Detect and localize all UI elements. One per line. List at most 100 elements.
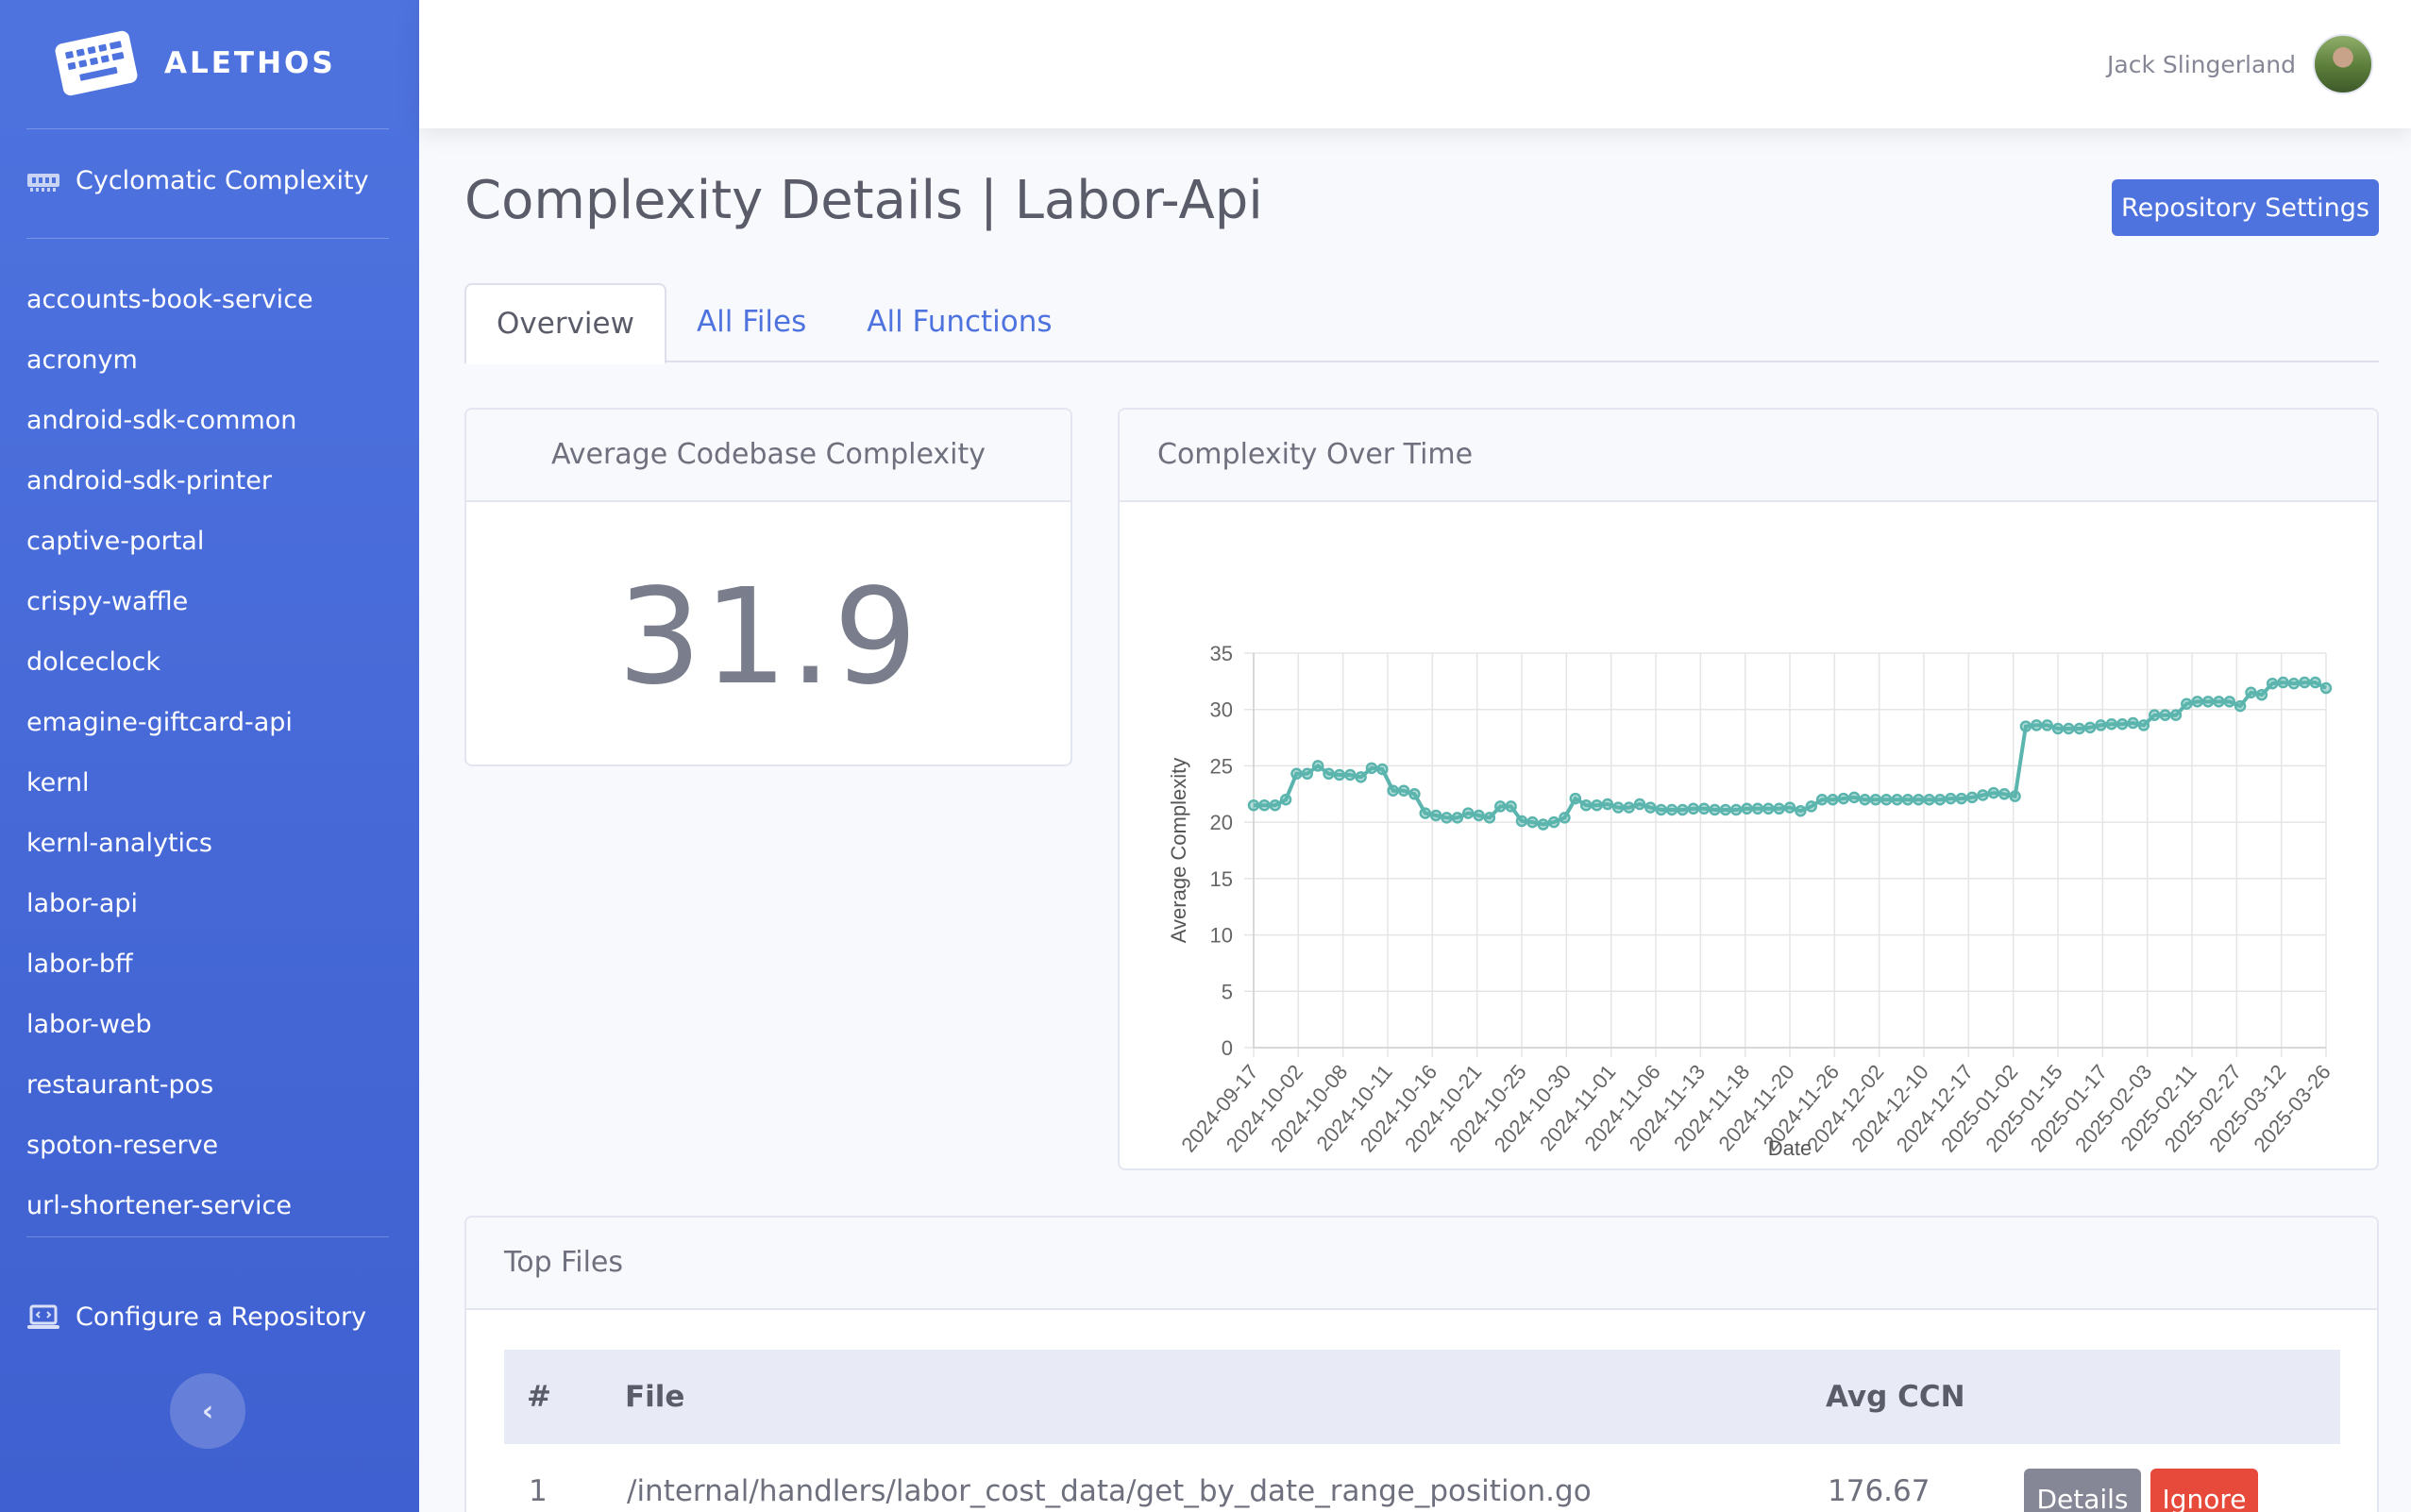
data-point [1429,809,1442,822]
memory-icon [27,173,59,192]
top-files-card: Top Files # File Avg CCN 1 /internal/han… [464,1216,2379,1512]
data-point [1655,803,1667,816]
sidebar-item-repo[interactable]: url-shortener-service [26,1191,293,1220]
data-point [2181,697,2193,710]
details-button[interactable]: Details [2024,1469,2141,1512]
page-title: Complexity Details | Labor-Api [464,170,1263,231]
sidebar-toggle-button[interactable]: ‹ [170,1373,245,1449]
data-point [1258,798,1271,812]
y-tick-label: 25 [1210,754,1233,778]
y-tick-label: 5 [1222,980,1233,1003]
sidebar-item-repo[interactable]: android-sdk-common [26,406,297,435]
data-point [2319,681,2333,695]
data-point [2009,790,2021,802]
tab-all-functions[interactable]: All Functions [867,305,1053,339]
data-point [1923,794,1935,806]
data-point [1376,763,1389,776]
y-axis-title: Average Complexity [1167,758,1190,943]
data-point [1762,802,1775,815]
sidebar-item-repo[interactable]: accounts-book-service [26,285,313,314]
sidebar-item-repo[interactable]: labor-api [26,889,139,918]
data-point [2223,696,2236,708]
data-point [1387,784,1399,797]
data-point [1537,818,1549,831]
sidebar-item-repo[interactable]: crispy-waffle [26,587,189,616]
data-point [1697,802,1711,815]
data-point [1301,767,1314,781]
data-point [1719,803,1732,816]
sidebar-item-repo[interactable]: labor-bff [26,949,133,979]
sidebar-divider [26,1236,389,1237]
data-point [2169,709,2183,721]
data-point [1783,801,1796,814]
complexity-over-time-card: Complexity Over Time 0 5 10 15 20 25 30 35 2024-… [1118,408,2379,1170]
tab-all-files[interactable]: All Files [696,305,807,339]
data-point [1815,794,1829,806]
tab-overview[interactable]: Overview [464,283,666,364]
data-point [2137,719,2150,731]
sidebar-item-repo[interactable]: captive-portal [26,527,205,556]
data-point [1998,788,2011,800]
data-point [2031,719,2043,731]
column-header-rank: # [527,1380,551,1414]
data-point [1955,792,1968,805]
repository-settings-button[interactable]: Repository Settings [2112,179,2379,236]
data-point [1461,807,1475,819]
data-point [1611,801,1625,814]
data-point [1901,794,1914,806]
avatar [2313,34,2373,94]
data-point [1977,789,1989,801]
sidebar-item-repo[interactable]: kernl-analytics [26,829,212,858]
data-point [1515,815,1528,828]
ignore-button[interactable]: Ignore [2150,1469,2258,1512]
data-point [1633,798,1646,811]
column-header-avg-ccn: Avg CCN [1826,1380,1965,1414]
data-point [2191,696,2203,708]
data-point [2073,722,2085,735]
sidebar-item-repo[interactable]: spoton-reserve [26,1131,219,1160]
data-point [1741,802,1753,815]
row-rank: 1 [529,1474,548,1508]
laptop-code-icon [27,1304,59,1329]
data-point [1333,768,1346,781]
sidebar-item-repo[interactable]: emagine-giftcard-api [26,708,293,737]
user-menu[interactable]: Jack Slingerland [2107,34,2373,94]
data-point [1687,802,1700,815]
sidebar-item-repo[interactable]: dolceclock [26,647,160,677]
data-point [1279,794,1292,806]
data-point [1343,768,1357,781]
brand[interactable]: ALETHOS [55,26,336,100]
sidebar-item-configure-repository[interactable]: Configure a Repository [26,1302,366,1332]
data-point [2063,722,2075,735]
y-tick-label: 15 [1210,867,1233,891]
data-point [1795,804,1807,817]
sidebar-item-repo[interactable]: kernl [26,768,90,798]
data-point [2051,722,2065,735]
sidebar-item-repo[interactable]: acronym [26,345,138,375]
data-point [2083,721,2097,734]
data-point [1569,792,1582,805]
sidebar-item-cyclomatic-complexity[interactable]: Cyclomatic Complexity [26,166,369,195]
sidebar-item-repo[interactable]: restaurant-pos [26,1070,214,1100]
card-title: Complexity Over Time [1120,410,2377,502]
data-point [1987,786,2000,799]
data-point [2277,676,2289,689]
x-axis-title: Date [1768,1136,1812,1160]
data-point [1847,791,1861,804]
brand-name: ALETHOS [164,46,336,80]
data-point [1473,809,1485,822]
data-point [2234,699,2247,713]
data-point [1623,801,1635,814]
sidebar-item-repo[interactable]: labor-web [26,1010,152,1039]
chevron-left-icon: ‹ [201,1394,214,1428]
data-point [1891,794,1903,806]
tab-bar: Overview All Files All Functions [464,283,2379,364]
sidebar-item-repo[interactable]: android-sdk-printer [26,466,272,496]
data-point [1933,794,1947,806]
table-header: # File Avg CCN [504,1350,2340,1444]
y-tick-label: 10 [1210,924,1233,948]
data-point [1365,762,1378,775]
data-point [2266,677,2279,690]
y-tick-label: 20 [1210,811,1233,834]
data-point [1880,794,1893,806]
